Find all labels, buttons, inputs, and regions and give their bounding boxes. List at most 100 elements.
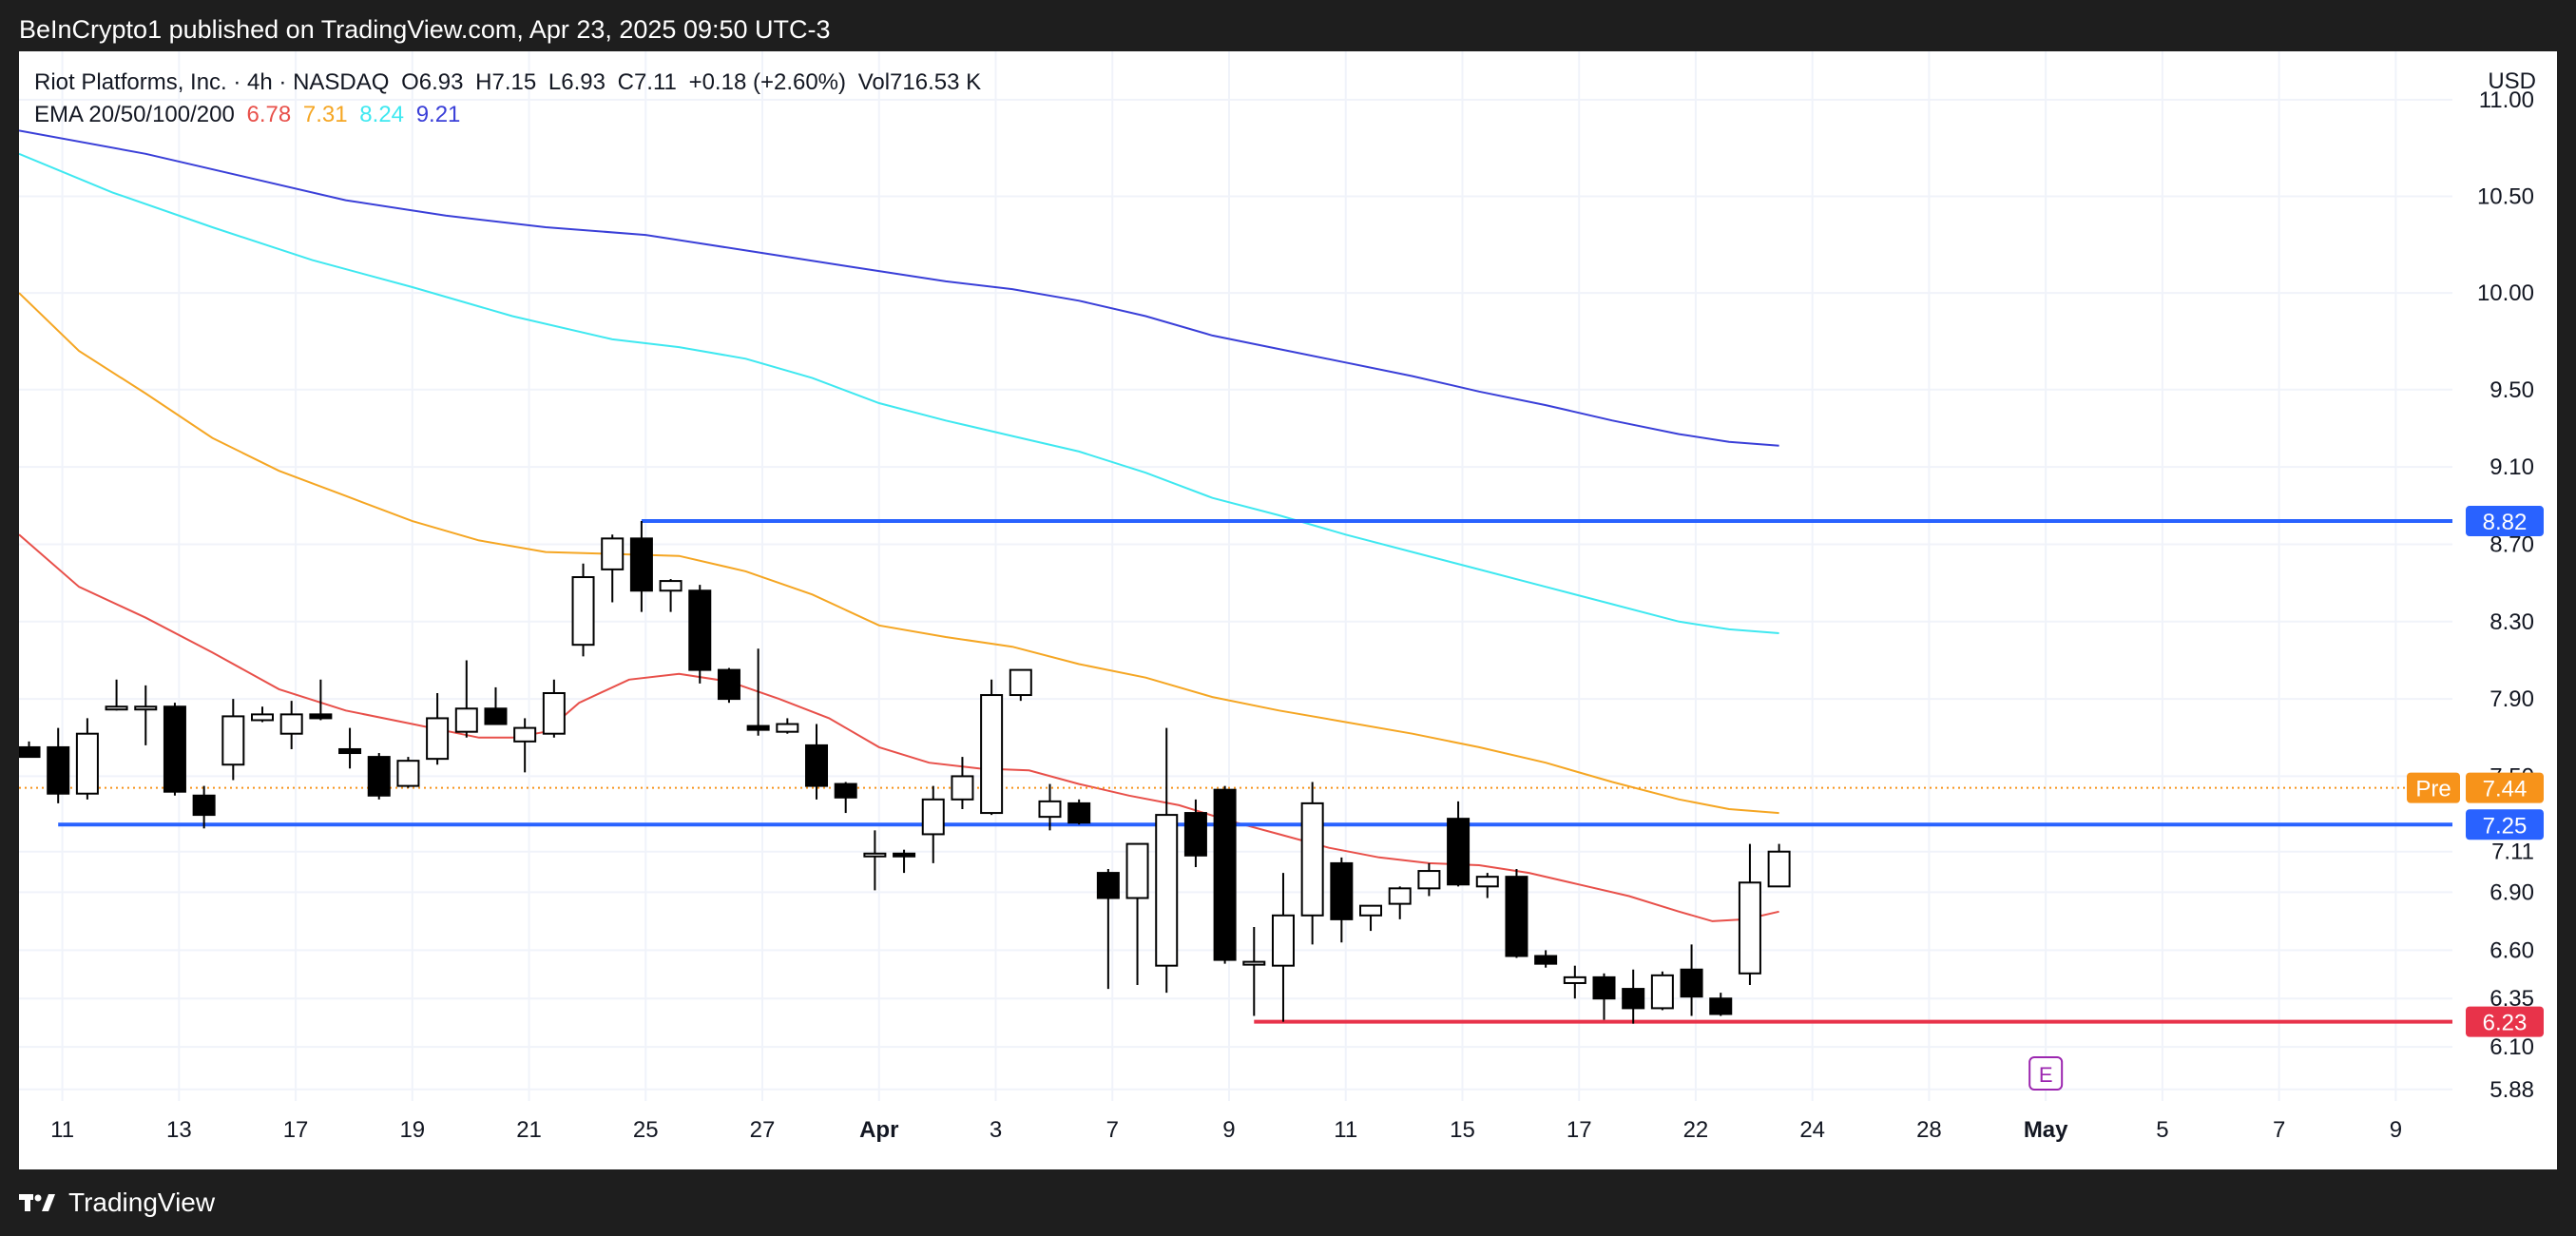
candle	[1447, 801, 1471, 887]
candle-body	[19, 745, 41, 759]
ema-indicator-label[interactable]: EMA 20/50/100/200	[34, 102, 235, 127]
price-tick-label: 5.88	[2489, 1077, 2534, 1103]
ema20-value: 6.78	[246, 102, 292, 127]
ema200-value: 9.21	[415, 102, 461, 127]
time-tick-label: 27	[750, 1117, 776, 1143]
price-tick-label: 8.30	[2489, 609, 2534, 635]
candle-body	[1388, 887, 1412, 905]
symbol-name[interactable]: Riot Platforms, Inc. · 4h · NASDAQ	[34, 69, 390, 95]
time-tick-label: 25	[633, 1117, 659, 1143]
chart-legend: Riot Platforms, Inc. · 4h · NASDAQ O6.93…	[34, 67, 981, 131]
candle-body	[1242, 960, 1266, 966]
tradingview-brand[interactable]: TradingView	[68, 1188, 216, 1217]
candle	[834, 782, 857, 814]
candle	[367, 753, 391, 800]
candle	[1330, 857, 1354, 943]
candle-body	[75, 732, 99, 795]
price-tick-label: 10.00	[2477, 280, 2534, 306]
price-tag	[2466, 506, 2544, 537]
candle	[1067, 799, 1091, 825]
candle-body	[192, 794, 216, 817]
candle-body	[1213, 788, 1237, 961]
price-tick-label: 7.90	[2489, 686, 2534, 712]
price-tag-label: 6.23	[2483, 1011, 2528, 1036]
candle	[221, 699, 245, 781]
candle-body	[1417, 870, 1441, 890]
candle-body	[454, 707, 478, 733]
ema-line-2	[19, 292, 1779, 815]
premarket-price-tag	[2466, 772, 2544, 803]
candle-body	[1330, 861, 1354, 920]
ema50-value: 7.31	[302, 102, 348, 127]
price-chart[interactable]: 11.0010.5010.009.509.108.708.307.907.507…	[19, 51, 2557, 1169]
candle	[134, 685, 158, 745]
candle	[1038, 783, 1062, 831]
candle	[1009, 668, 1032, 702]
time-tick-label: 15	[1450, 1117, 1475, 1143]
candle	[893, 849, 916, 874]
level-lines	[19, 519, 2452, 1024]
tradingview-logo-icon[interactable]	[19, 1192, 57, 1213]
candle-body	[1475, 876, 1499, 888]
candle	[1475, 873, 1499, 898]
candle-body	[513, 726, 537, 743]
candle	[1183, 799, 1207, 867]
candle-body	[1622, 988, 1645, 1010]
time-tick-label: 7	[2273, 1117, 2285, 1143]
candle-body	[1738, 881, 1761, 975]
candle-body	[251, 713, 274, 722]
candle-body	[309, 713, 333, 720]
candle	[980, 679, 1004, 816]
time-tick-label: 5	[2156, 1117, 2168, 1143]
earnings-event-icon	[2028, 1056, 2064, 1091]
candle	[659, 579, 682, 612]
candle-body	[1067, 801, 1091, 824]
candle	[542, 679, 566, 738]
candle-body	[746, 724, 770, 731]
candle	[1242, 927, 1266, 1016]
price-tick-label: 9.50	[2489, 377, 2534, 403]
candle	[571, 563, 595, 657]
price-tick-label: 11.00	[2479, 87, 2534, 113]
candle	[309, 679, 333, 721]
candle-body	[571, 576, 595, 647]
time-tick-label: 9	[1222, 1117, 1235, 1143]
candle	[105, 679, 128, 711]
candle	[1650, 971, 1674, 1011]
candle	[776, 718, 799, 734]
candle-body	[1534, 955, 1558, 965]
candles[interactable]	[19, 521, 1791, 1024]
price-tag-label: 8.82	[2483, 510, 2528, 535]
time-tick-label: May	[2024, 1117, 2068, 1143]
price-tick-label: 6.60	[2489, 937, 2534, 963]
earnings-event-label: E	[2039, 1063, 2053, 1087]
candle-body	[484, 707, 508, 725]
currency-label[interactable]: USD	[2488, 68, 2536, 94]
price-tags: E 8.82 7.25 6.23 Pre 7.44	[2028, 506, 2544, 1091]
candle	[863, 830, 887, 891]
high-value: H7.15	[475, 69, 537, 95]
candle	[1563, 965, 1586, 999]
publisher-line: BeInCrypto1 published on TradingView.com…	[19, 15, 831, 44]
time-tick-label: 22	[1683, 1117, 1709, 1143]
candle-body	[396, 760, 420, 787]
candle	[1738, 843, 1761, 986]
ema-lines	[19, 129, 1779, 922]
candle-body	[47, 745, 70, 795]
close-value: C7.11	[617, 69, 677, 95]
candle-body	[980, 694, 1004, 815]
time-tick-label: Apr	[859, 1117, 898, 1143]
candle-body	[1359, 904, 1383, 917]
candle	[1680, 944, 1703, 1016]
price-tick-label: 6.90	[2489, 879, 2534, 905]
time-tick-label: 17	[1567, 1117, 1592, 1143]
candle-body	[542, 692, 566, 735]
candle-body	[1183, 812, 1207, 857]
candle	[454, 660, 478, 738]
chart-panel[interactable]: 11.0010.5010.009.509.108.708.307.907.507…	[19, 51, 2557, 1169]
candle-body	[629, 537, 653, 592]
candle	[19, 741, 41, 759]
candle	[484, 686, 508, 725]
candle	[47, 727, 70, 803]
candle-body	[834, 782, 857, 799]
